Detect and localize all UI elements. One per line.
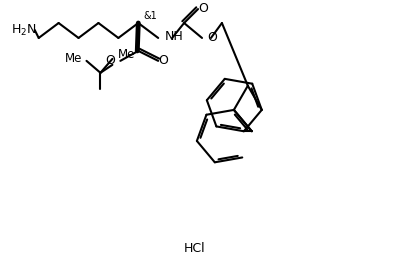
Text: O: O: [105, 54, 115, 67]
Text: Me: Me: [117, 48, 135, 62]
Text: HCl: HCl: [184, 242, 205, 254]
Text: NH: NH: [165, 30, 184, 44]
Text: O: O: [198, 2, 207, 15]
Text: O: O: [207, 31, 216, 44]
Text: Me: Me: [65, 52, 82, 65]
Text: O: O: [158, 54, 168, 67]
Text: &1: &1: [143, 11, 157, 21]
Text: H$_2$N: H$_2$N: [11, 22, 36, 37]
